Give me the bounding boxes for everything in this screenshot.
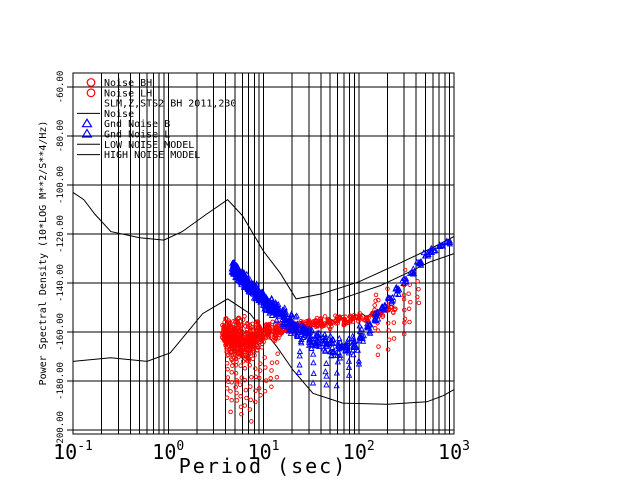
scatter-gnd-noise-b xyxy=(228,237,454,389)
legend-item: Noise LH xyxy=(86,88,152,99)
y-tick-label: -160.00 xyxy=(56,313,66,351)
x-tick-label: 10-1 xyxy=(53,439,93,464)
legend-label: Noise LH xyxy=(104,88,152,99)
y-tick-label: -200.00 xyxy=(56,411,66,449)
legend-label: Gnd Noise L xyxy=(104,130,170,141)
legend-label: HIGH NOISE MODEL xyxy=(104,150,200,161)
curve-model-branch xyxy=(337,253,455,301)
grid xyxy=(67,72,455,435)
x-axis-title: Period (sec) xyxy=(179,454,348,478)
legend-label: LOW NOISE MODEL xyxy=(104,140,194,151)
y-tick-label: -60.00 xyxy=(56,71,66,104)
legend-label: Gnd Noise B xyxy=(104,119,170,130)
x-tick-label: 103 xyxy=(438,439,470,464)
x-tick-label: 101 xyxy=(248,439,280,464)
y-tick-label: -180.00 xyxy=(56,362,66,400)
y-axis-title: Power Spectral Density (10*LOG M**2/S**4… xyxy=(38,121,49,386)
legend-triangle-icon xyxy=(81,128,93,138)
legend-circle-icon xyxy=(86,88,96,98)
legend-label: Noise xyxy=(104,109,134,120)
scatter-noise-bh xyxy=(220,267,422,424)
y-tick-label: -80.00 xyxy=(56,120,66,153)
legend-item: SLM,Z,STS2 BH 2011,230 xyxy=(104,99,236,110)
y-tick-label: -140.00 xyxy=(56,264,66,302)
legend-item: LOW NOISE MODEL xyxy=(77,140,194,151)
axes: Period (sec) Power Spectral Density (10*… xyxy=(38,71,470,478)
curve-low-noise-model xyxy=(72,298,455,405)
legend-item: Noise BH xyxy=(86,78,152,89)
legend-circle-icon xyxy=(86,78,96,87)
y-tick-label: -100.00 xyxy=(56,166,66,204)
legend-item: Gnd Noise L xyxy=(81,128,170,141)
legend-item: HIGH NOISE MODEL xyxy=(77,150,200,161)
y-tick-label: -120.00 xyxy=(56,215,66,253)
plot-border xyxy=(72,72,455,435)
x-tick-label: 102 xyxy=(343,439,375,464)
legend-label: SLM,Z,STS2 BH 2011,230 xyxy=(104,99,236,110)
legend-item: Gnd Noise B xyxy=(81,118,170,130)
legend-label: Noise BH xyxy=(104,78,152,89)
x-tick-label: 100 xyxy=(152,439,184,464)
legend-triangle-icon xyxy=(81,118,93,128)
legend-item: Noise xyxy=(77,109,134,120)
curve-high-noise-model xyxy=(72,191,455,300)
scatter-series xyxy=(220,237,454,424)
